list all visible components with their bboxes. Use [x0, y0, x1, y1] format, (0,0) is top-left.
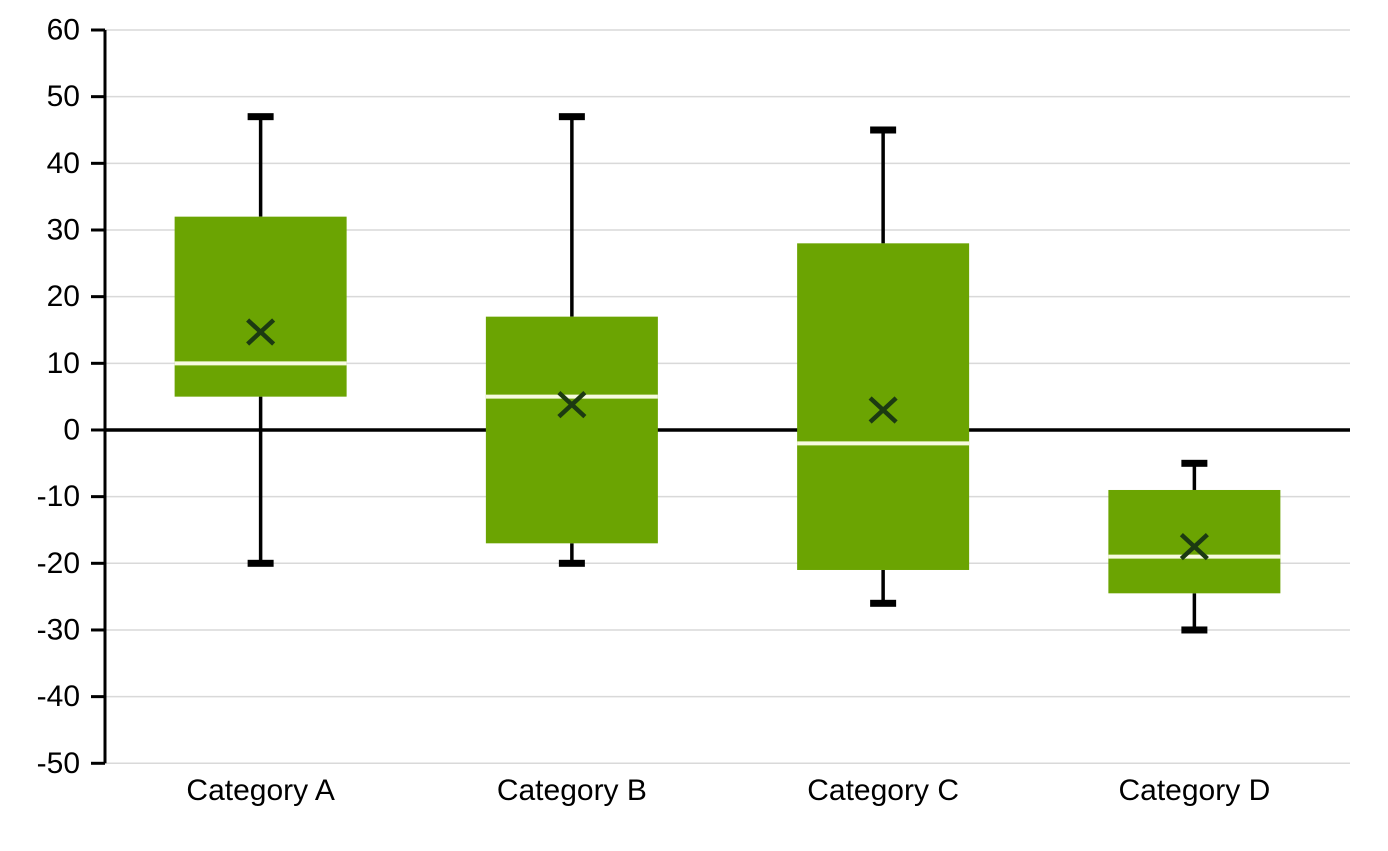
upper-whisker-cap-category-b	[558, 113, 585, 121]
lower-whisker-cap-category-b	[558, 559, 585, 567]
category-label-category-c: Category C	[807, 774, 959, 807]
category-label-category-a: Category A	[186, 774, 334, 807]
y-axis-tick-label: 10	[47, 347, 80, 380]
lower-whisker-cap-category-a	[247, 559, 274, 567]
y-axis-tick-label: -10	[37, 480, 80, 513]
mean-marker-category-c	[868, 396, 898, 424]
mean-marker-category-d	[1179, 532, 1209, 561]
box-category-a	[174, 216, 347, 397]
y-axis-tick-label: 0	[63, 413, 80, 446]
mean-marker-category-a	[246, 318, 276, 346]
lower-whisker-cap-category-d	[1181, 626, 1208, 634]
y-axis-tick-label: 20	[47, 280, 80, 313]
y-axis-tick-label: -20	[37, 547, 80, 580]
y-axis-tick-label: -30	[37, 613, 80, 646]
upper-whisker-cap-category-a	[247, 113, 274, 121]
box-category-d	[1108, 489, 1281, 594]
y-axis-tick-label: -50	[37, 747, 80, 780]
y-axis-tick-label: 50	[47, 80, 80, 113]
mean-marker-category-b	[557, 390, 587, 419]
lower-whisker-cap-category-c	[870, 599, 897, 607]
box-category-b	[485, 316, 658, 544]
upper-whisker-cap-category-d	[1181, 459, 1208, 467]
box-category-c	[797, 243, 970, 570]
category-label-category-d: Category D	[1119, 774, 1271, 807]
category-label-category-b: Category B	[497, 774, 647, 807]
y-axis-tick-label: 30	[47, 213, 80, 246]
y-axis-tick-label: -40	[37, 680, 80, 713]
y-axis-tick-label: 40	[47, 147, 80, 180]
upper-whisker-cap-category-c	[870, 126, 897, 134]
y-axis-tick-label: 60	[47, 14, 80, 47]
